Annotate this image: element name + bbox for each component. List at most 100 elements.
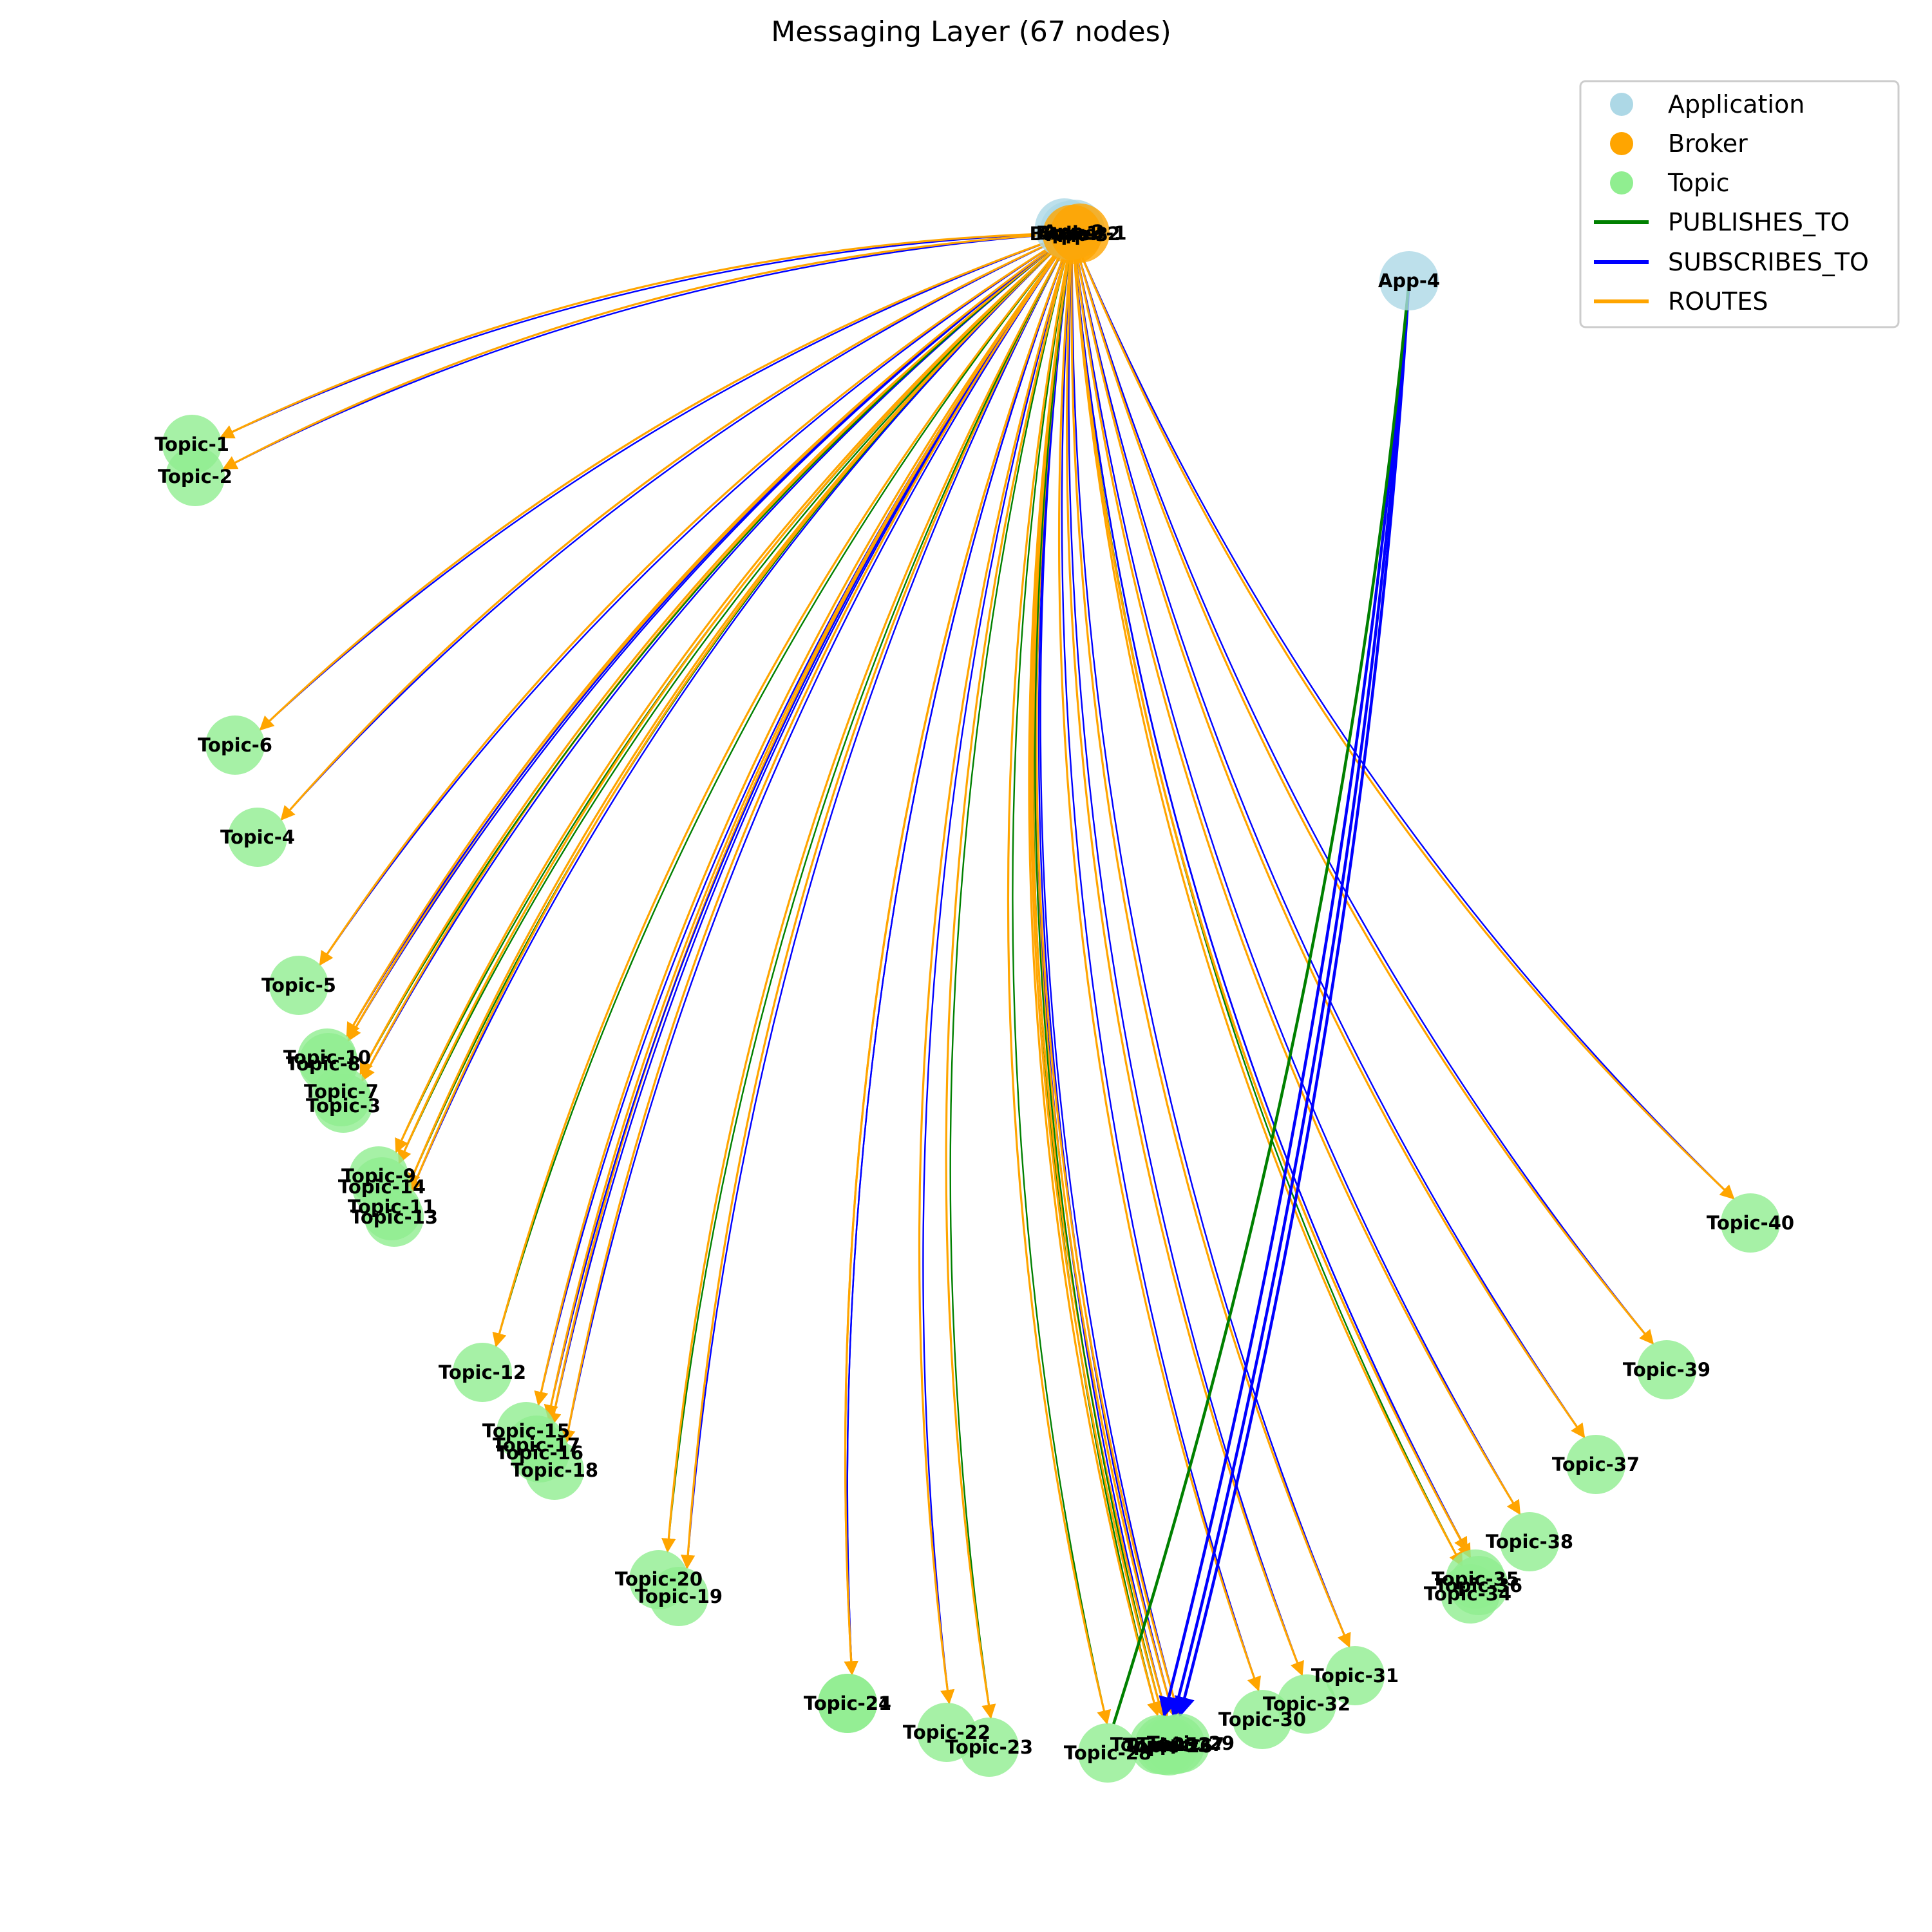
edge-routes-topic-6 [259,232,1073,731]
edge-routes-topic-38 [1071,232,1521,1515]
edge-layer [219,232,1735,1725]
label-broker-1: Broker-1 [1036,222,1126,244]
node-topic-39 [1637,1340,1696,1399]
label-topic-31: Topic-31 [1311,1665,1399,1687]
edge-routes-topic-19 [680,232,1074,1570]
node-topic-30 [1233,1690,1292,1749]
edge-routes-topic-34 [1071,232,1463,1567]
label-topic-34: Topic-34 [1424,1583,1511,1605]
edge-app4-topic-26 [1168,280,1411,1719]
edge-routes-topic-9 [395,232,1074,1153]
node-topic-10 [298,1028,357,1088]
edge-routes-topic-1 [219,232,1073,439]
edge-subscribes-topic-3 [361,232,1073,1081]
label-topic-5: Topic-5 [261,974,336,996]
edge-subscribes-topic-19 [686,232,1074,1568]
edge-subscribes-topic-15 [537,232,1073,1405]
node-topic-14 [352,1157,412,1217]
node-topic-12 [453,1343,512,1402]
node-topic-37 [1566,1435,1625,1494]
edge-routes-topic-31 [1070,232,1351,1648]
edge-subscribes-topic-22 [922,232,1074,1703]
edge-routes-topic-12 [492,232,1074,1348]
node-app-4 [1379,251,1439,310]
edge-subscribes-topic-26 [1036,232,1168,1717]
edge-subscribes-topic-18 [565,232,1073,1443]
legend: Application Broker Topic PUBLISHES_TO SU… [1579,80,1900,328]
label-topic-6: Topic-6 [198,734,272,756]
edge-routes-topic-39 [1071,232,1654,1345]
edge-publishes-topic-23 [949,232,1074,1718]
edge-routes-topic-30 [1057,232,1262,1692]
label-topic-38: Topic-38 [1486,1531,1573,1553]
label-topic-33: Topic-33 [1123,1734,1211,1756]
edge-routes-topic-24 [844,232,1074,1676]
edge-publishes-topic-14 [398,232,1073,1164]
label-topic-15: Topic-15 [482,1420,570,1442]
label-topic-21: Topic-21 [804,1692,891,1714]
edge-publishes-topic-34 [1071,232,1463,1566]
label-topic-18: Topic-18 [511,1459,598,1481]
label-topic-2: Topic-2 [158,466,232,488]
edge-subscribes-topic-40 [1071,232,1734,1199]
edge-routes-topic-33 [1030,232,1166,1718]
label-topic-14: Topic-14 [338,1176,426,1198]
edge-app4-topic-25 [1159,280,1411,1718]
label-topic-11: Topic-11 [348,1196,435,1218]
edge-routes-topic-4 [280,232,1073,821]
edge-app4-topic-27 [1175,280,1411,1718]
label-topic-22: Topic-22 [903,1721,990,1743]
node-topic-36 [1449,1556,1508,1615]
legend-label-subscribes: SUBSCRIBES_TO [1668,248,1869,276]
label-topic-7: Topic-7 [304,1081,379,1103]
label-topic-16: Topic-16 [496,1442,583,1464]
edge-routes-topic-18 [561,232,1074,1444]
edge-publishes-topic-7 [359,232,1073,1075]
node-topic-31 [1325,1646,1385,1705]
legend-label-routes: ROUTES [1668,287,1768,316]
label-topic-36: Topic-36 [1435,1575,1522,1596]
node-broker-2 [1043,205,1102,264]
label-broker-2: Broker-2 [1029,223,1120,245]
label-topic-13: Topic-13 [350,1206,438,1228]
edge-subscribes-topic-39 [1071,232,1654,1344]
label-topic-35: Topic-35 [1432,1568,1519,1590]
edge-subscribes-topic-36 [1071,232,1471,1558]
edge-publishes-topic-28 [1012,232,1108,1724]
label-topic-30: Topic-30 [1218,1709,1306,1730]
edge-routes-topic-36 [1071,232,1472,1558]
label-topic-28: Topic-28 [1064,1742,1151,1764]
legend-label-publishes: PUBLISHES_TO [1668,208,1850,236]
legend-label-application: Application [1668,90,1804,118]
edge-routes-topic-2 [222,232,1073,470]
label-topic-12: Topic-12 [439,1361,526,1383]
edge-subscribes-topic-37 [1071,232,1585,1438]
node-topic-4 [228,808,287,867]
edge-subscribes-topic-2 [223,232,1073,469]
edge-routes-topic-17 [544,232,1074,1420]
node-topic-5 [269,956,328,1015]
edge-routes-topic-5 [319,232,1073,966]
edge-routes-topic-35 [1071,232,1468,1552]
legend-label-broker: Broker [1668,129,1748,158]
edge-publishes-topic-20 [667,232,1074,1552]
chart-title: Messaging Layer (67 nodes) [771,15,1171,48]
edge-routes-topic-13 [409,232,1074,1195]
edge-subscribes-topic-38 [1071,232,1520,1515]
edge-publishes-topic-33 [1034,232,1164,1716]
edge-subscribes-topic-17 [547,232,1073,1419]
node-topic-18 [525,1441,584,1500]
node-topic-20 [629,1550,688,1609]
label-topic-26: Topic-26 [1125,1735,1213,1757]
node-topic-40 [1721,1193,1780,1253]
label-topic-10: Topic-10 [283,1046,371,1068]
label-topic-9: Topic-9 [341,1165,416,1187]
edge-routes-topic-10 [346,232,1073,1037]
label-topic-1: Topic-1 [155,433,229,455]
label-app-3: App-3 [1046,223,1108,245]
edge-subscribes-topic-30 [1061,232,1260,1690]
edge-routes-topic-28 [1007,232,1112,1725]
edge-routes-topic-7 [359,232,1073,1075]
edge-routes-topic-22 [918,232,1074,1705]
